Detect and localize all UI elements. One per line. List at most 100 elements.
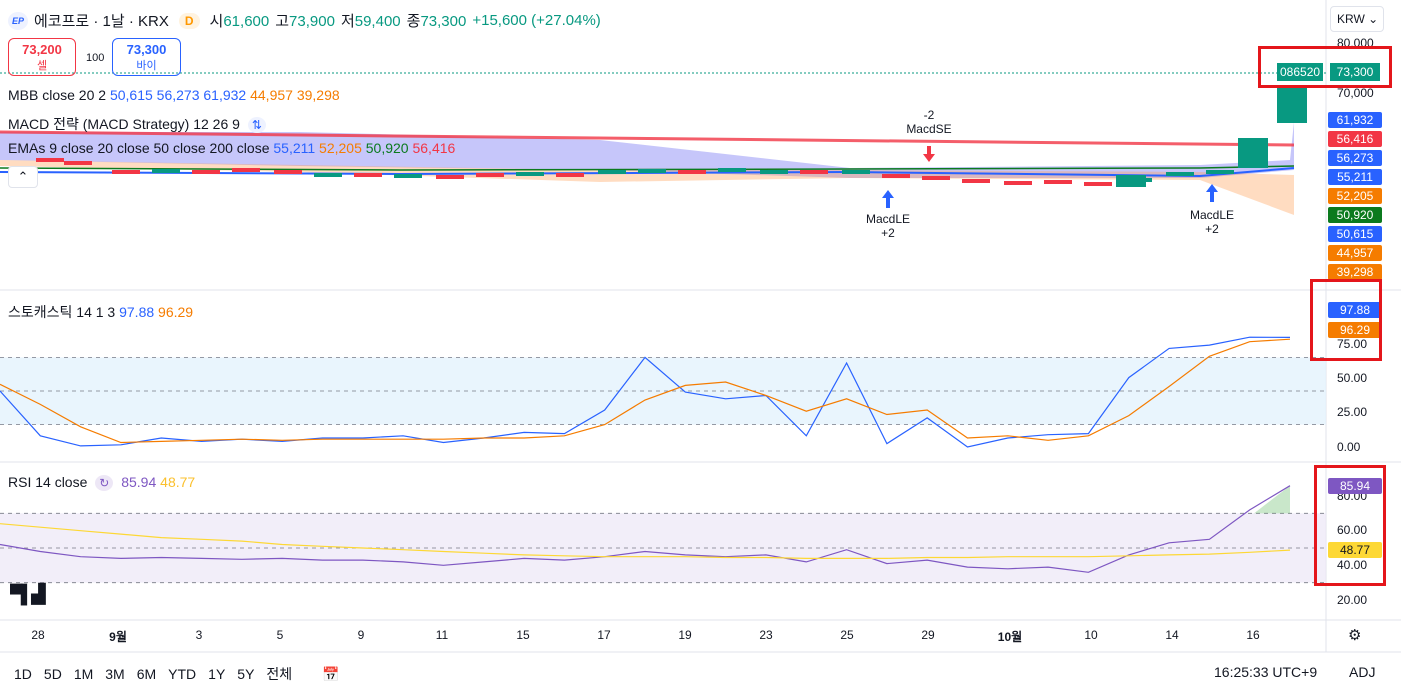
candle-8 <box>354 173 382 177</box>
rsi-legend[interactable]: RSI 14 close ↻ 85.94 48.77 <box>8 474 196 491</box>
sync-icon[interactable]: ↻ <box>95 475 114 491</box>
stoch-name: 스토캐스틱 14 1 3 <box>8 304 116 320</box>
settings-gear-icon[interactable]: ⚙ <box>1348 627 1362 644</box>
change-value: +15,600 (+27.04%) <box>472 12 601 29</box>
rsi-tick-40: 40.00 <box>1337 558 1368 572</box>
symbol-price-tag: 086520 <box>1277 63 1324 81</box>
candle-6 <box>274 170 302 174</box>
x-tick-0: 28 <box>31 628 45 642</box>
candle-5 <box>232 168 260 172</box>
timeframe-2[interactable]: 1M <box>73 666 94 682</box>
price-tag-5: 50,920 <box>1328 207 1382 223</box>
candle-4 <box>192 170 220 174</box>
timeframe-1[interactable]: 5D <box>43 666 62 682</box>
stoch-tick-25: 25.00 <box>1337 405 1368 419</box>
symbol-title[interactable]: 에코프로 · 1날 · KRX <box>34 13 169 30</box>
date-range-icon[interactable]: 📅 <box>322 666 340 682</box>
ema-v1: 55,211 <box>273 140 316 156</box>
sell-button[interactable]: 73,200 셀 <box>8 38 76 76</box>
x-tick-2: 3 <box>195 628 203 642</box>
last-price-tag: 73,300 <box>1330 63 1380 81</box>
ema200-line <box>0 130 1295 147</box>
stoch-k: 97.88 <box>119 304 155 320</box>
ema-legend[interactable]: EMAs 9 close 20 close 50 close 200 close… <box>8 140 455 156</box>
rsi-overbought-fill <box>1254 485 1290 514</box>
mbb-v3: 61,932 <box>203 87 247 103</box>
x-tick-5: 11 <box>435 628 449 642</box>
timeframe-8[interactable]: 전체 <box>266 666 293 682</box>
mbb-v2: 56,273 <box>156 87 200 103</box>
candle-big-2 <box>1238 138 1268 168</box>
timeframe-5[interactable]: YTD <box>168 666 197 682</box>
x-tick-7: 17 <box>597 628 611 642</box>
timeframe-4[interactable]: 6M <box>136 666 157 682</box>
macdse-label: -2 MacdSE <box>906 108 952 136</box>
stoch-legend[interactable]: 스토캐스틱 14 1 3 97.88 96.29 <box>8 302 193 322</box>
timeframe-6[interactable]: 1Y <box>208 666 226 682</box>
buy-button[interactable]: 73,300 바이 <box>112 38 181 76</box>
rsi-ma-value: 48.77 <box>160 474 196 490</box>
high-value: 73,900 <box>289 13 335 30</box>
mbb-v5: 39,298 <box>296 87 340 103</box>
macd-name: MACD 전략 (MACD Strategy) 12 26 9 <box>8 116 240 132</box>
clock[interactable]: 16:25:33 UTC+9 <box>1214 664 1318 680</box>
quantity[interactable]: 100 <box>86 52 105 64</box>
candle-9 <box>394 174 422 178</box>
rsi-tag: 85.94 <box>1328 478 1382 494</box>
timeframe-3[interactable]: 3M <box>105 666 125 682</box>
price-tag-0: 61,932 <box>1328 112 1382 128</box>
mbb-v1: 50,615 <box>109 87 153 103</box>
candle-20 <box>842 170 870 174</box>
currency-select[interactable]: KRW ⌄ <box>1330 6 1384 32</box>
rsi-series-1 <box>0 523 1291 560</box>
stoch-series-1 <box>0 338 1291 444</box>
candle-13 <box>556 173 584 177</box>
ema-name: EMAs 9 close 20 close 50 close 200 close <box>8 140 270 156</box>
price-tag-7: 44,957 <box>1328 245 1382 261</box>
x-tick-14: 14 <box>1165 628 1179 642</box>
adj-toggle[interactable]: ADJ <box>1349 664 1376 680</box>
stoch-series-0 <box>0 336 1291 448</box>
stoch-band <box>0 357 1326 425</box>
buy-price: 73,300 <box>126 42 167 57</box>
x-tick-9: 23 <box>759 628 773 642</box>
highlight-rsi-box <box>1314 465 1386 586</box>
low-value: 59,400 <box>354 13 401 30</box>
chevron-up-icon: ⌃ <box>17 169 29 184</box>
collapse-legend-button[interactable]: ⌃ <box>8 166 38 188</box>
open-label: 시 <box>209 13 224 30</box>
close-value: 73,300 <box>420 13 467 30</box>
rsi-ma-tag: 48.77 <box>1328 542 1382 558</box>
rsi-band <box>0 513 1326 583</box>
ema-v4: 56,416 <box>412 140 456 156</box>
sell-price: 73,200 <box>22 42 62 57</box>
macd-legend[interactable]: MACD 전략 (MACD Strategy) 12 26 9 ⇅ <box>8 114 266 134</box>
macdle-arrow-2 <box>1206 184 1218 202</box>
candle-18 <box>760 170 788 174</box>
rsi-series-0 <box>0 485 1291 573</box>
refresh-icon[interactable]: ⇅ <box>247 117 266 133</box>
x-tick-12: 10월 <box>997 630 1023 644</box>
price-tick-70000: 70,000 <box>1337 86 1374 100</box>
timeframe-7[interactable]: 5Y <box>237 666 255 682</box>
timeframe-0[interactable]: 1D <box>14 666 32 682</box>
candle-16 <box>678 170 706 174</box>
candle-7 <box>314 173 342 177</box>
stoch-tick-75: 75.00 <box>1337 337 1368 351</box>
low-label: 저 <box>340 13 355 30</box>
close-label: 종 <box>406 13 421 30</box>
x-tick-1: 9월 <box>109 630 127 644</box>
candle-29 <box>1206 170 1234 174</box>
candle-big-1 <box>1116 175 1146 187</box>
candle-26 <box>1084 182 1112 186</box>
timeframe-bar: 1D 5D 1M 3M 6M YTD 1Y 5Y 전체 📅 <box>14 664 340 684</box>
symbol-header: EP 에코프로 · 1날 · KRX D 시61,600 고73,900 저59… <box>8 10 601 31</box>
high-label: 고 <box>275 13 290 30</box>
candle-11 <box>476 173 504 177</box>
price-tag-6: 50,615 <box>1328 226 1382 242</box>
mbb-legend[interactable]: MBB close 20 2 50,615 56,273 61,932 44,9… <box>8 87 340 103</box>
price-tag-2: 56,273 <box>1328 150 1382 166</box>
candle-24 <box>1004 181 1032 185</box>
candle-14 <box>598 170 626 174</box>
